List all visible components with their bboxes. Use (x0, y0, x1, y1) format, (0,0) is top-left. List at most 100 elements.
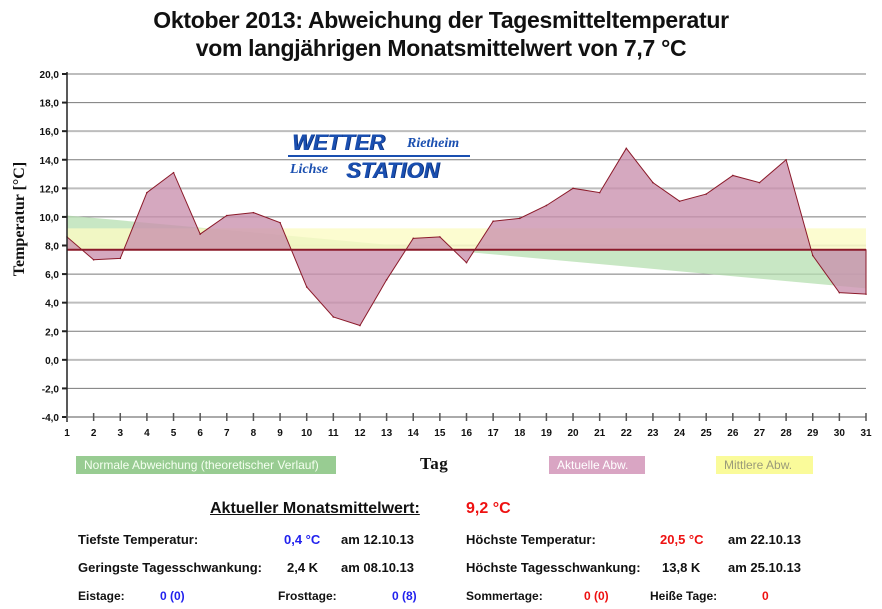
min-temp-label: Tiefste Temperatur: (78, 532, 199, 547)
monthly-mean-value: 9,2 °C (466, 500, 511, 517)
x-tick-labels: 1 2 3 4 5 6 7 8 9 10 11 12 13 14 15 16 17 18 19 20 21 22 23 24 2… (64, 428, 872, 439)
x-tick-label: 17 (488, 428, 500, 439)
y-tick-labels: -4,0 -2,0 0,0 2,0 4,0 6,0 8,0 10,0 12,0 14,0 16,0 1… (40, 70, 60, 424)
actual-deviation-polygon (66, 147, 867, 327)
x-tick-label: 9 (277, 428, 283, 439)
min-range-value: 2,4 K (287, 560, 319, 575)
data-point-day-16 (465, 261, 468, 264)
x-tick-label: 24 (674, 428, 686, 439)
data-point-day-8 (252, 211, 255, 214)
axes (62, 72, 867, 422)
ice-days-label: Eistage: (78, 589, 125, 603)
y-axis-label: Temperatur [°C] (11, 161, 28, 277)
logo-lichse: Lichse (290, 162, 329, 177)
x-tick-label: 26 (727, 428, 739, 439)
x-tick-label: 20 (567, 428, 579, 439)
y-tick-label: 14,0 (40, 156, 60, 167)
legend-mean-deviation: Mittlere Abw. (716, 456, 813, 474)
data-point-day-25 (705, 193, 707, 195)
data-point-day-5 (172, 171, 175, 174)
data-point-day-18 (518, 217, 521, 220)
data-point-day-21 (598, 191, 601, 194)
data-point-day-28 (785, 158, 787, 161)
x-tick-label: 18 (514, 428, 526, 439)
legend-normal-deviation: Normale Abweichung (theoretischer Verlau… (76, 456, 336, 474)
x-tick-label: 4 (144, 428, 150, 439)
ice-days-value: 0 (0) (160, 589, 185, 603)
max-temp-value: 20,5 °C (660, 532, 704, 547)
max-range-date: am 25.10.13 (728, 560, 802, 575)
data-point-day-2 (92, 258, 95, 261)
data-point-day-15 (439, 236, 441, 238)
data-point-day-6 (199, 233, 201, 235)
x-tick-label: 27 (754, 428, 766, 439)
data-point-day-29 (811, 254, 814, 257)
data-point-day-31 (865, 293, 867, 295)
x-tick-label: 5 (171, 428, 177, 439)
data-point-day-7 (226, 214, 228, 217)
x-tick-label: 30 (834, 428, 846, 439)
x-tick-label: 22 (621, 428, 633, 439)
x-tick-label: 8 (251, 428, 257, 439)
y-tick-label: 0,0 (45, 356, 59, 367)
x-tick-label: 2 (91, 428, 97, 439)
data-point-day-26 (732, 174, 734, 177)
data-point-day-20 (572, 187, 574, 190)
data-point-day-9 (279, 221, 281, 224)
data-point-day-10 (305, 286, 308, 288)
y-tick-label: 4,0 (45, 299, 59, 310)
data-point-day-30 (838, 291, 841, 294)
logo-divider (288, 155, 470, 157)
x-tick-label: 28 (781, 428, 793, 439)
y-tick-label: 12,0 (40, 184, 60, 195)
summer-days-label: Sommertage: (466, 589, 543, 603)
y-tick-label: 10,0 (40, 213, 60, 224)
data-point-day-17 (492, 220, 494, 223)
x-tick-label: 11 (328, 428, 339, 439)
data-point-day-19 (545, 204, 548, 207)
min-temp-date: am 12.10.13 (341, 532, 415, 547)
y-tick-label: 6,0 (45, 270, 59, 281)
y-tick-label: 2,0 (45, 327, 59, 338)
logo-rietheim: Rietheim (407, 136, 460, 151)
monthly-mean-label: Aktueller Monatsmittelwert: (210, 500, 420, 517)
chart-title: Oktober 2013: Abweichung der Tagesmittel… (0, 6, 882, 62)
y-tick-label: 16,0 (40, 127, 60, 138)
min-range-date: am 08.10.13 (341, 560, 415, 575)
y-tick-label: 20,0 (40, 70, 60, 81)
logo-wetter: WETTER (292, 130, 385, 155)
x-tick-label: 16 (461, 428, 473, 439)
x-tick-label: 15 (434, 428, 446, 439)
x-tick-label: 6 (197, 428, 203, 439)
data-point-day-3 (119, 257, 122, 260)
max-range-value: 13,8 K (662, 560, 701, 575)
x-tick-label: 10 (301, 428, 313, 439)
max-range-label: Höchste Tagesschwankung: (466, 560, 641, 575)
x-tick-label: 19 (541, 428, 553, 439)
data-point-day-4 (146, 191, 148, 194)
x-tick-label: 14 (408, 428, 420, 439)
data-point-day-13 (385, 279, 388, 281)
wetterstation-logo: WETTER Rietheim Lichse STATION (288, 130, 470, 185)
x-tick-label: 23 (647, 428, 659, 439)
data-point-day-24 (678, 200, 681, 202)
frost-days-label: Frosttage: (278, 589, 337, 603)
data-point-day-11 (332, 316, 335, 318)
data-point-day-14 (412, 237, 415, 240)
y-tick-label: 8,0 (45, 242, 59, 253)
max-temp-date: am 22.10.13 (728, 532, 802, 547)
data-point-day-22 (625, 147, 628, 150)
chart-title-line1: Oktober 2013: Abweichung der Tagesmittel… (153, 7, 729, 33)
x-axis-label: Tag (420, 454, 449, 473)
x-tick-label: 13 (381, 428, 393, 439)
x-tick-label: 7 (224, 428, 230, 439)
x-tick-label: 29 (807, 428, 819, 439)
data-point-day-27 (758, 181, 761, 184)
hot-days-label: Heiße Tage: (650, 589, 718, 603)
logo-station: STATION (346, 158, 440, 183)
legend-actual-deviation: Aktuelle Abw. (549, 456, 645, 474)
hot-days-value: 0 (762, 589, 769, 603)
x-tick-label: 12 (354, 428, 366, 439)
max-temp-label: Höchste Temperatur: (466, 532, 596, 547)
